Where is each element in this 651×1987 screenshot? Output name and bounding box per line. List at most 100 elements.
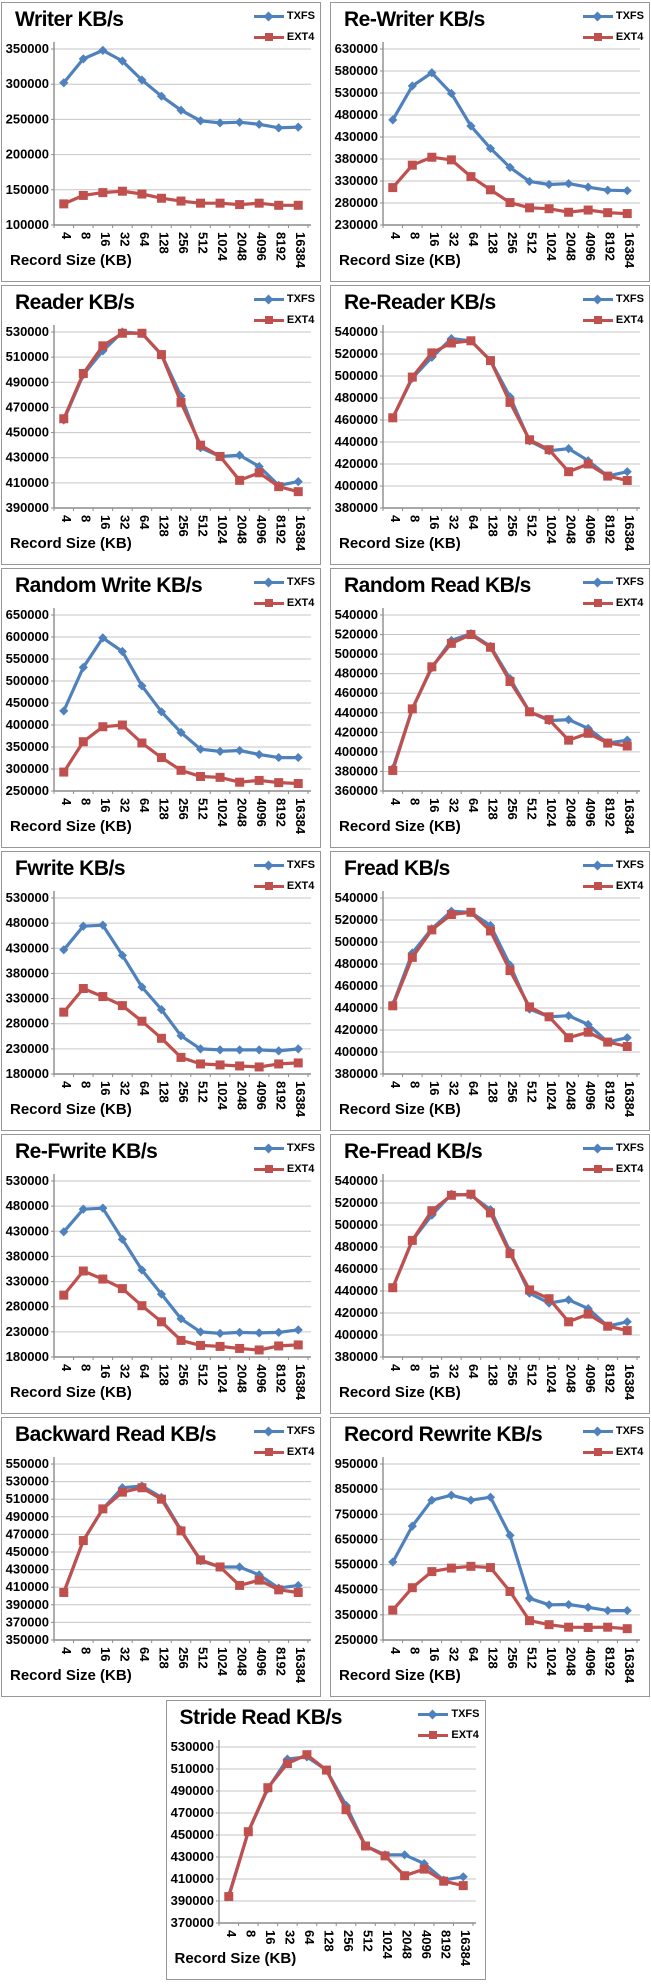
svg-text:4096: 4096 [419, 1930, 434, 1959]
chart-legend: TXFS EXT4 [253, 10, 315, 43]
svg-text:16384: 16384 [293, 1647, 308, 1684]
x-axis-title: Record Size (KB) [10, 252, 132, 269]
chart-row: 390000 410000 430000 450000 470000 490000 5100… [1, 285, 650, 565]
svg-text:512: 512 [525, 1364, 540, 1386]
svg-text:430000: 430000 [6, 450, 49, 465]
chart-legend: TXFS EXT4 [253, 576, 315, 609]
svg-text:8: 8 [243, 1930, 258, 1937]
legend-item-txfs: TXFS [582, 1425, 644, 1437]
legend-label-ext4: EXT4 [286, 31, 315, 43]
x-axis-title: Record Size (KB) [339, 1101, 461, 1118]
svg-text:16: 16 [98, 1081, 113, 1095]
x-axis-title: Record Size (KB) [10, 1667, 132, 1684]
chart-title: Backward Read KB/s [15, 1423, 217, 1446]
svg-text:480000: 480000 [6, 1198, 49, 1213]
svg-text:32: 32 [117, 1647, 132, 1661]
txfs-line-diamond-icon [253, 1143, 284, 1153]
x-axis-title: Record Size (KB) [339, 818, 461, 835]
svg-text:8: 8 [407, 798, 422, 805]
svg-text:8192: 8192 [603, 232, 618, 261]
svg-text:550000: 550000 [6, 1456, 49, 1471]
svg-text:530000: 530000 [6, 1474, 49, 1489]
svg-text:500000: 500000 [335, 368, 378, 383]
svg-text:430000: 430000 [6, 940, 49, 955]
svg-text:540000: 540000 [335, 1173, 378, 1188]
svg-text:16: 16 [427, 515, 442, 529]
svg-text:32: 32 [446, 1647, 461, 1661]
legend-label-ext4: EXT4 [451, 1729, 479, 1741]
txfs-line-diamond-icon [582, 860, 613, 870]
svg-text:512: 512 [525, 1081, 540, 1103]
chart-legend: TXFS EXT4 [582, 1425, 644, 1458]
svg-text:16: 16 [98, 232, 113, 246]
legend-label-ext4: EXT4 [615, 597, 644, 609]
chart-legend: TXFS EXT4 [582, 1142, 644, 1175]
legend-label-ext4: EXT4 [615, 314, 644, 326]
svg-text:490000: 490000 [6, 1509, 49, 1524]
svg-text:350000: 350000 [6, 739, 49, 754]
svg-text:16384: 16384 [293, 232, 308, 269]
svg-text:64: 64 [137, 232, 152, 247]
svg-text:410000: 410000 [6, 1579, 49, 1594]
legend-item-txfs: TXFS [582, 576, 644, 588]
svg-text:550000: 550000 [335, 1557, 378, 1572]
svg-text:4: 4 [388, 798, 403, 806]
svg-text:256: 256 [505, 232, 520, 254]
txfs-line-diamond-icon [582, 1143, 613, 1153]
svg-text:1024: 1024 [544, 1081, 559, 1111]
ext4-line-square-icon [253, 881, 284, 891]
svg-text:4: 4 [388, 1647, 403, 1655]
chart-panel-reader: 390000 410000 430000 450000 470000 490000 5100… [1, 285, 321, 565]
legend-item-ext4: EXT4 [582, 314, 644, 326]
x-axis-title: Record Size (KB) [10, 1384, 132, 1401]
legend-item-ext4: EXT4 [418, 1729, 479, 1741]
legend-item-txfs: TXFS [253, 1425, 315, 1437]
txfs-line-diamond-icon [418, 1709, 449, 1719]
svg-text:2048: 2048 [235, 1081, 250, 1110]
legend-label-txfs: TXFS [286, 1142, 315, 1154]
legend-label-txfs: TXFS [286, 10, 315, 22]
legend-item-ext4: EXT4 [253, 1446, 315, 1458]
svg-text:8: 8 [78, 1364, 93, 1371]
svg-text:16: 16 [98, 515, 113, 529]
chart-legend: TXFS EXT4 [582, 859, 644, 892]
chart-panel-writer: 100000 150000 200000 250000 300000 350000 4 8 16… [1, 2, 321, 282]
svg-text:2048: 2048 [235, 232, 250, 261]
svg-text:512: 512 [360, 1930, 375, 1952]
svg-text:256: 256 [341, 1930, 356, 1952]
svg-text:512: 512 [196, 232, 211, 254]
svg-text:280000: 280000 [6, 1016, 49, 1031]
svg-text:8192: 8192 [438, 1930, 453, 1959]
txfs-line-diamond-icon [253, 577, 284, 587]
svg-text:8: 8 [407, 1081, 422, 1088]
txfs-line-diamond-icon [582, 577, 613, 587]
legend-item-ext4: EXT4 [582, 880, 644, 892]
re-fwrite-plot-area: 180000 230000 280000 330000 380000 430000 4800… [2, 1135, 320, 1413]
svg-text:4: 4 [388, 232, 403, 240]
svg-text:16384: 16384 [458, 1930, 473, 1967]
svg-text:16: 16 [427, 232, 442, 246]
chart-title: Re-Fwrite KB/s [15, 1140, 158, 1163]
svg-text:2048: 2048 [564, 232, 579, 261]
chart-title: Reader KB/s [15, 291, 135, 314]
legend-label-txfs: TXFS [615, 1142, 644, 1154]
svg-text:16384: 16384 [293, 798, 308, 835]
svg-text:750000: 750000 [335, 1506, 378, 1521]
svg-text:32: 32 [117, 232, 132, 246]
svg-text:490000: 490000 [6, 374, 49, 389]
svg-text:256: 256 [176, 515, 191, 537]
svg-text:500000: 500000 [6, 673, 49, 688]
svg-text:540000: 540000 [335, 890, 378, 905]
svg-text:16: 16 [427, 1364, 442, 1378]
fread-plot-area: 380000 400000 420000 440000 460000 480000 5000… [331, 852, 649, 1130]
svg-text:128: 128 [321, 1930, 336, 1952]
svg-text:8: 8 [78, 1647, 93, 1654]
svg-text:64: 64 [466, 515, 481, 530]
svg-text:2048: 2048 [235, 515, 250, 544]
svg-text:64: 64 [137, 1647, 152, 1662]
x-axis-title: Record Size (KB) [10, 535, 132, 552]
svg-text:250000: 250000 [6, 783, 49, 798]
svg-text:530000: 530000 [170, 1739, 213, 1754]
svg-text:480000: 480000 [335, 107, 378, 122]
legend-label-ext4: EXT4 [615, 880, 644, 892]
